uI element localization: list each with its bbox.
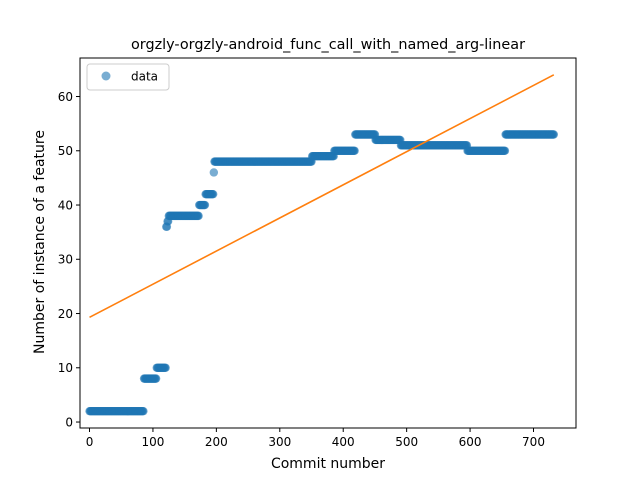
x-tick-label: 500 [395,435,418,449]
x-tick-label: 0 [86,435,94,449]
axes: 0 100 200 300 400 500 600 700 0 10 20 30 40 50 60 [58,57,577,449]
legend-label-data: data [131,70,158,84]
data-point [161,363,170,372]
y-tick-label: 10 [58,361,73,375]
plot-frame [79,57,577,429]
x-tick-label: 600 [459,435,482,449]
data-point [194,211,203,221]
x-tick-label: 100 [141,435,164,449]
legend-frame [86,63,170,91]
x-axis-label: Commit number [271,456,385,472]
x-tick-label: 300 [268,435,291,449]
y-tick-label: 40 [58,198,73,212]
y-tick-label: 0 [65,415,73,429]
data-point [151,374,161,383]
legend-marker-data [101,71,111,81]
data-point [139,406,148,416]
y-tick-label: 50 [58,144,73,158]
data-point [549,130,558,139]
y-axis-label: Number of instance of a feature [32,130,48,354]
data-point [209,168,219,177]
x-tick-label: 400 [332,435,355,449]
data-point [350,146,359,155]
chart-title: orgzly-orgzly-android_func_call_with_nam… [131,37,525,53]
legend: data [86,63,170,91]
y-tick-label: 60 [58,90,73,104]
plot-area [85,74,558,416]
x-tick-label: 200 [205,435,228,449]
data-point [200,200,210,210]
data-point [500,146,510,155]
y-tick-label: 30 [58,253,73,267]
fit-line [89,74,555,319]
data-point [209,189,218,199]
y-tick-label: 20 [58,307,73,321]
x-tick-label: 700 [522,435,545,449]
